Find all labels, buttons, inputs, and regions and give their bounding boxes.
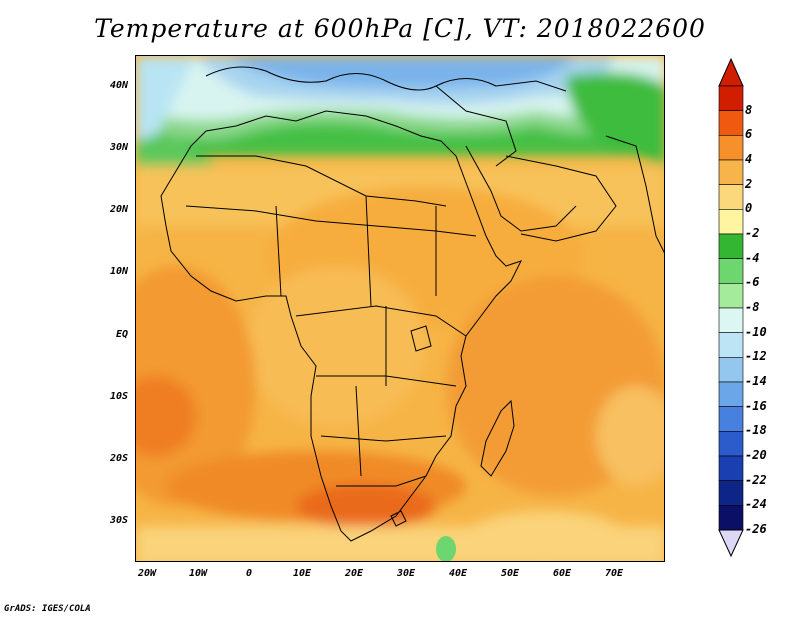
lon-label-20w: 20W bbox=[137, 568, 157, 579]
colorbar-tick-label: -6 bbox=[745, 275, 760, 290]
lat-label-30n: 30N bbox=[109, 142, 128, 153]
colorbar-tick-label: -2 bbox=[745, 226, 760, 240]
colorbar-segment bbox=[718, 381, 744, 407]
lon-label-70e: 70E bbox=[604, 568, 624, 579]
lat-label-10s: 10S bbox=[109, 391, 128, 402]
colorbar-tick-label: 8 bbox=[745, 102, 753, 117]
colorbar-tick-label: -18 bbox=[745, 423, 767, 438]
colorbar-min-arrow bbox=[718, 529, 744, 558]
colorbar-segment bbox=[718, 85, 744, 111]
colorbar-segment bbox=[718, 332, 744, 358]
colorbar-segment bbox=[718, 209, 744, 235]
lon-label-20e: 20E bbox=[344, 568, 364, 579]
cold-patch bbox=[436, 536, 456, 561]
lat-label-20n: 20N bbox=[109, 204, 128, 215]
lat-label-20s: 20S bbox=[109, 453, 128, 464]
colorbar-tick-label: -24 bbox=[745, 497, 767, 512]
coastlines bbox=[160, 66, 664, 542]
colorbar-tick-label: -22 bbox=[745, 472, 767, 487]
map-title: Temperature at 600hPa [C], VT: 201802260… bbox=[94, 14, 706, 43]
colorbar-segment bbox=[718, 431, 744, 457]
colorbar-segment bbox=[718, 135, 744, 161]
colorbar-tick-label: -20 bbox=[745, 448, 767, 462]
colorbar-tick-label: -4 bbox=[745, 250, 760, 265]
lat-label-40n: 40N bbox=[109, 80, 128, 91]
credit-text: GrADS: IGES/COLA bbox=[4, 604, 91, 614]
temperature-shading bbox=[136, 56, 664, 561]
map-panel bbox=[135, 55, 665, 562]
colorbar bbox=[718, 58, 744, 558]
lon-label-50e: 50E bbox=[500, 568, 520, 579]
colorbar-max-arrow bbox=[718, 58, 744, 87]
colorbar-tick-label: -14 bbox=[745, 374, 767, 388]
colorbar-tick-label: -10 bbox=[745, 324, 767, 339]
colorbar-tick-label: -26 bbox=[745, 522, 767, 536]
lon-label-30e: 30E bbox=[396, 568, 416, 579]
colorbar-segment bbox=[718, 357, 744, 383]
lat-label-eq: EQ bbox=[115, 329, 128, 340]
colorbar-segment bbox=[718, 110, 744, 136]
colorbar-tick-label: 4 bbox=[745, 152, 753, 166]
lat-label-10n: 10N bbox=[109, 266, 128, 277]
colorbar-segment bbox=[718, 406, 744, 432]
temperature-map bbox=[136, 56, 664, 561]
colorbar-tick-label: 0 bbox=[745, 201, 753, 216]
lon-label-10w: 10W bbox=[188, 568, 208, 579]
colorbar-segment bbox=[718, 283, 744, 309]
lon-label-10e: 10E bbox=[292, 568, 312, 579]
colorbar-segment bbox=[718, 455, 744, 481]
colorbar-segment bbox=[718, 159, 744, 185]
lon-label-60e: 60E bbox=[552, 568, 572, 579]
colorbar-tick-label: -12 bbox=[745, 349, 767, 364]
colorbar-tick-label: -8 bbox=[745, 300, 760, 314]
colorbar-tick-label: -16 bbox=[745, 398, 767, 413]
colorbar-segment bbox=[718, 480, 744, 506]
colorbar-segment bbox=[718, 505, 744, 531]
colorbar-tick-label: 2 bbox=[745, 176, 753, 191]
colorbar-segment bbox=[718, 307, 744, 333]
lon-label-40e: 40E bbox=[448, 568, 468, 579]
colorbar-segment bbox=[718, 184, 744, 210]
lat-label-30s: 30S bbox=[109, 515, 128, 526]
colorbar-segment bbox=[718, 233, 744, 259]
lon-label-0: 0 bbox=[245, 568, 253, 579]
colorbar-segment bbox=[718, 258, 744, 284]
colorbar-tick-label: 6 bbox=[745, 127, 753, 142]
